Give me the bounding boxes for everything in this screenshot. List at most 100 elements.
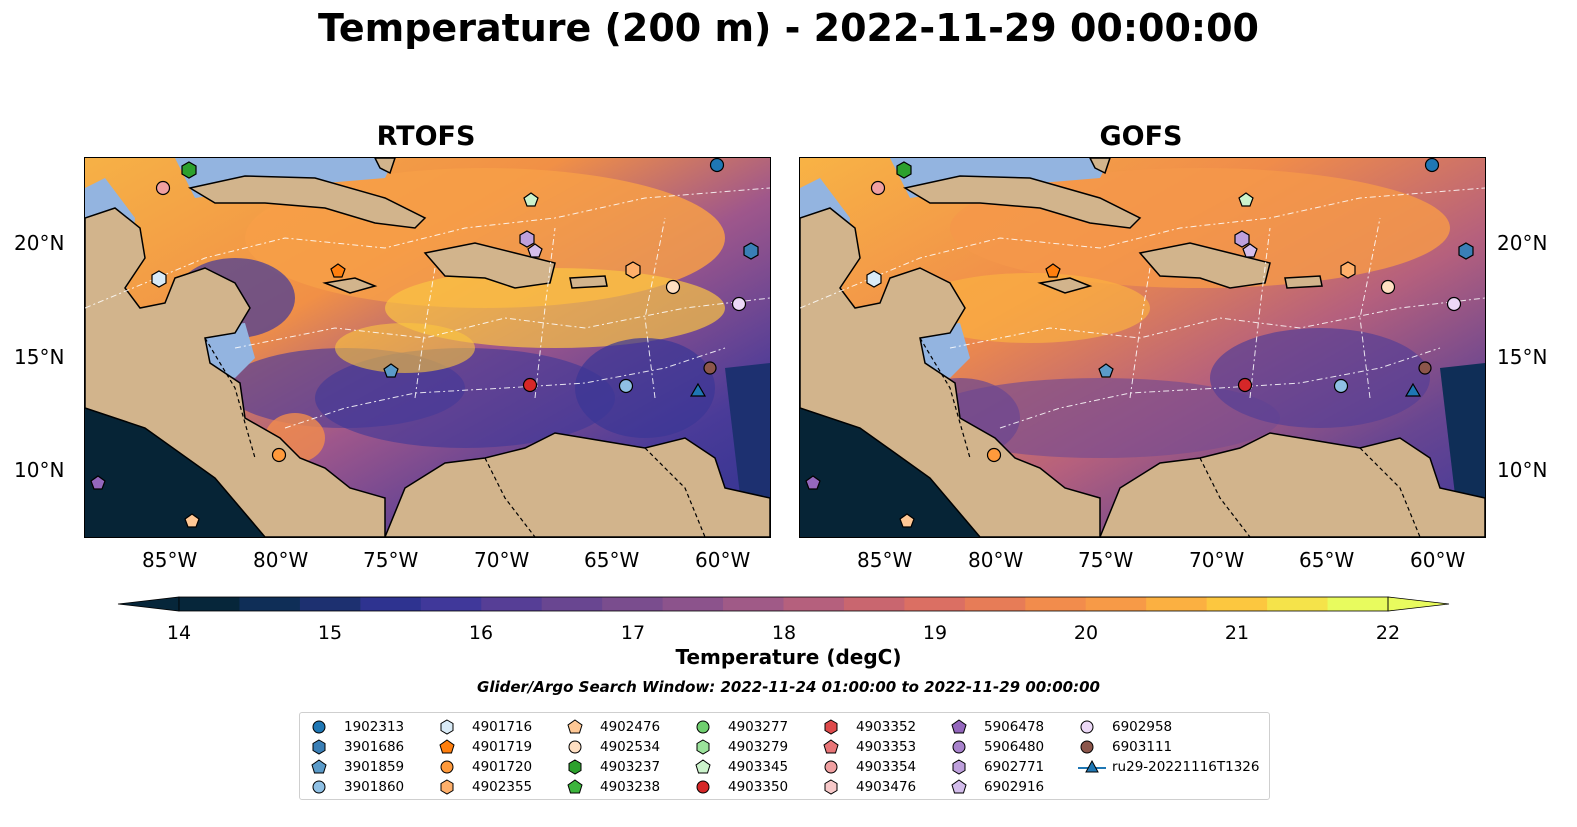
legend-marker-icon — [952, 740, 966, 754]
legend-label: 1902313 — [344, 719, 405, 735]
legend-marker-icon — [823, 739, 839, 754]
legend-marker-icon — [567, 719, 583, 734]
lon-label-85w-left: 85°W — [142, 548, 198, 572]
legend-label: 4903350 — [728, 779, 789, 795]
legend-label: ru29-20221116T1326 — [1112, 759, 1260, 775]
legend-marker-icon — [824, 760, 838, 774]
legend-label: 4903237 — [600, 759, 661, 775]
legend-label: 4901716 — [472, 719, 533, 735]
legend-marker-icon — [567, 779, 583, 794]
legend-marker-icon — [951, 719, 967, 734]
lat-label-10n-right: 10°N — [1497, 458, 1548, 482]
colorbar-segment — [179, 597, 240, 611]
legend-marker-icon — [696, 739, 710, 755]
lon-label-75w-right: 75°W — [1078, 548, 1134, 572]
colorbar-segment — [1206, 597, 1268, 611]
rtofs-map[interactable] — [84, 157, 771, 538]
legend-marker-icon — [440, 719, 454, 735]
legend-marker-icon — [1080, 740, 1094, 754]
legend-label: 4903238 — [600, 779, 661, 795]
colorbar-tick-18: 18 — [771, 622, 797, 644]
legend-label: 6902771 — [984, 759, 1045, 775]
legend-label: 4903277 — [728, 719, 789, 735]
lon-label-75w-left: 75°W — [363, 548, 419, 572]
colorbar-tick-20: 20 — [1073, 622, 1099, 644]
colorbar-segment — [239, 597, 301, 611]
legend-marker-icon — [440, 760, 454, 774]
legend-marker-icon — [824, 779, 838, 795]
colorbar-segment — [481, 597, 543, 611]
legend-label: 4901719 — [472, 739, 533, 755]
panel-title-rtofs: RTOFS — [376, 121, 476, 152]
legend-marker-icon — [1080, 720, 1094, 734]
legend-marker-icon — [696, 720, 710, 734]
gofs-map[interactable] — [799, 157, 1486, 538]
colorbar-tick-19: 19 — [922, 622, 948, 644]
legend-marker-icon — [311, 759, 327, 774]
colorbar-segment — [723, 597, 784, 611]
legend: 1902313 3901686 3901859 3901860 4901716 49017… — [299, 712, 1270, 800]
legend-marker-icon — [440, 779, 454, 795]
colorbar-segment — [360, 597, 422, 611]
legend-marker-icon — [568, 740, 582, 754]
legend-marker-icon — [439, 739, 455, 754]
lon-label-70w-left: 70°W — [474, 548, 530, 572]
legend-label: 4903345 — [728, 759, 789, 775]
colorbar-segment — [904, 597, 966, 611]
gofs-map-canvas — [800, 158, 1485, 537]
lon-label-65w-right: 65°W — [1299, 548, 1355, 572]
legend-marker-icon — [312, 739, 326, 755]
colorbar-segment — [541, 597, 603, 611]
colorbar-tick-17: 17 — [620, 622, 646, 644]
lat-label-20n-left: 20°N — [14, 231, 65, 255]
figure-title: Temperature (200 m) - 2022-11-29 00:00:0… — [317, 6, 1259, 50]
lon-label-70w-right: 70°W — [1189, 548, 1245, 572]
lon-label-80w-left: 80°W — [253, 548, 309, 572]
colorbar-tick-22: 22 — [1375, 622, 1401, 644]
colorbar-label: Temperature (degC) — [675, 645, 902, 669]
search-window-text: Glider/Argo Search Window: 2022-11-24 01… — [477, 678, 1100, 696]
panel-title-gofs: GOFS — [1099, 121, 1183, 152]
legend-marker-icon — [312, 720, 326, 734]
colorbar-extend-high — [1387, 596, 1450, 612]
colorbar-segment — [964, 597, 1026, 611]
legend-label: 5906478 — [984, 719, 1045, 735]
legend-marker-icon — [951, 779, 967, 794]
legend-label: 4902476 — [600, 719, 661, 735]
legend-marker-icon — [312, 780, 326, 794]
colorbar-tick-14: 14 — [166, 622, 192, 644]
lat-label-15n-right: 15°N — [1497, 345, 1548, 369]
legend-label: 4903279 — [728, 739, 789, 755]
legend-label: 6902958 — [1112, 719, 1173, 735]
lon-label-80w-right: 80°W — [968, 548, 1024, 572]
colorbar-extend-low — [117, 596, 180, 612]
colorbar-border — [178, 596, 1389, 612]
colorbar-segment — [843, 597, 905, 611]
lat-label-20n-right: 20°N — [1497, 231, 1548, 255]
legend-marker-icon — [824, 719, 838, 735]
colorbar-segment — [662, 597, 724, 611]
legend-label: 4903353 — [856, 739, 917, 755]
lon-label-65w-left: 65°W — [584, 548, 640, 572]
legend-marker-icon — [1078, 759, 1106, 773]
lon-label-60w-left: 60°W — [695, 548, 751, 572]
legend-label: 6903111 — [1112, 739, 1173, 755]
colorbar-segment — [1146, 597, 1208, 611]
rtofs-map-canvas — [85, 158, 770, 537]
colorbar-segment — [299, 597, 361, 611]
legend-label: 3901860 — [344, 779, 405, 795]
legend-label: 6902916 — [984, 779, 1045, 795]
legend-marker-icon — [695, 759, 711, 774]
colorbar-segment — [420, 597, 482, 611]
legend-label: 4902534 — [600, 739, 661, 755]
colorbar-tick-21: 21 — [1224, 622, 1250, 644]
legend-marker-icon — [952, 759, 966, 775]
legend-label: 4903352 — [856, 719, 917, 735]
legend-label: 3901859 — [344, 759, 405, 775]
colorbar-segment — [1025, 597, 1087, 611]
legend-label: 4903354 — [856, 759, 917, 775]
legend-marker-icon — [568, 759, 582, 775]
colorbar-segment — [783, 597, 845, 611]
colorbar-segment — [1267, 597, 1329, 611]
colorbar-segment — [602, 597, 664, 611]
